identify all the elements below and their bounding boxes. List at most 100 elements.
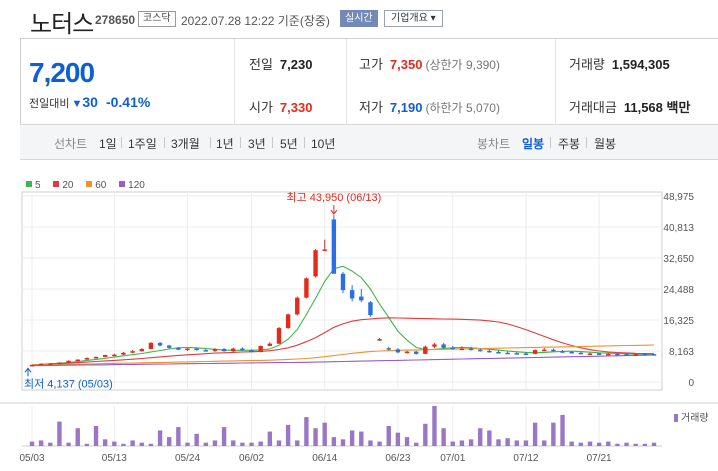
- candle-body: [651, 354, 657, 356]
- candle-body: [267, 343, 273, 346]
- candle-body: [285, 314, 291, 329]
- volume-bar: [313, 428, 318, 446]
- trade-value-label: 거래대금: [569, 100, 617, 115]
- candle-body: [38, 363, 44, 366]
- lower-limit-value: 5,070: [465, 101, 496, 115]
- volume-bar: [295, 440, 300, 446]
- candle-chart-label[interactable]: 봉차트: [477, 137, 511, 151]
- volume-bar: [340, 439, 346, 446]
- candle-body: [514, 353, 519, 355]
- volume-bar: [368, 440, 373, 446]
- divider: [346, 39, 347, 124]
- volume-bar: [285, 424, 291, 446]
- volume-bar: [478, 428, 483, 446]
- volume-bar: [624, 442, 629, 446]
- y-tick-label: 24,488: [663, 285, 694, 296]
- tab-3month[interactable]: 3개월: [171, 137, 200, 151]
- legend-swatch: [26, 181, 32, 187]
- volume-bar: [615, 443, 620, 446]
- volume-bar: [258, 441, 263, 446]
- volume-bar: [532, 422, 538, 446]
- volume-bar: [441, 428, 446, 446]
- candle-body: [642, 354, 648, 356]
- y-tick-label: 0: [688, 378, 694, 389]
- ma60-line: [31, 344, 655, 366]
- y-tick-label: 8,163: [669, 347, 694, 358]
- candle-body: [84, 358, 90, 360]
- candle-body: [596, 353, 602, 356]
- tab-divider: [272, 137, 273, 148]
- volume-bar: [551, 422, 556, 446]
- prev-close-label: 전일: [249, 57, 273, 72]
- x-tick-label: 06/14: [312, 453, 337, 464]
- line-chart-label[interactable]: 선차트: [54, 137, 88, 151]
- legend-swatch: [86, 181, 93, 187]
- volume-bar: [514, 440, 519, 446]
- volume-bar: [413, 442, 419, 446]
- volume-bar: [267, 431, 273, 446]
- x-tick-label: 07/12: [513, 453, 538, 464]
- volume-bar: [304, 417, 309, 446]
- volume-bar: [231, 440, 236, 446]
- tab-divider: [210, 137, 211, 148]
- chart-period-tabs: 선차트 1일 1주일 3개월 1년 3년 5년 10년 봉차트 일봉 주봉 월봉: [20, 124, 718, 160]
- trade-value: 11,568: [623, 100, 663, 115]
- volume-bar: [167, 437, 172, 446]
- volume-bar: [404, 437, 410, 446]
- tab-1day[interactable]: 1일: [99, 137, 117, 151]
- volume-bar: [240, 442, 245, 446]
- tab-3year[interactable]: 3년: [248, 137, 266, 151]
- volume-bar: [66, 442, 71, 446]
- candle-body: [29, 364, 35, 367]
- candle-body: [194, 348, 199, 351]
- tab-divider: [121, 137, 122, 148]
- candle-body: [102, 355, 108, 357]
- candle-body: [395, 349, 401, 353]
- candle-body: [413, 351, 419, 354]
- tab-daily[interactable]: 일봉: [522, 137, 545, 151]
- tab-1year[interactable]: 1년: [216, 137, 234, 151]
- volume-label: 거래량: [569, 57, 605, 72]
- high-value: 7,350: [389, 57, 423, 72]
- tab-divider: [164, 137, 165, 148]
- company-overview-button[interactable]: 기업개요 ▾: [384, 10, 443, 27]
- stock-header: 노터스 278650 코스닥 2022.07.28 12:22 기준(장중) 실…: [0, 0, 718, 38]
- volume-bar: [176, 427, 181, 446]
- realtime-button[interactable]: 실시간: [340, 10, 378, 27]
- tab-divider: [304, 137, 305, 148]
- open-cell: 시가 7,330: [249, 97, 312, 116]
- volume-bar: [386, 426, 391, 446]
- volume-bar: [102, 439, 108, 446]
- candle-body: [349, 290, 355, 299]
- min-arrow-icon: [24, 367, 32, 373]
- volume-legend-label: 거래량: [681, 413, 709, 424]
- volume-bar: [148, 443, 154, 446]
- candle-body: [359, 296, 364, 301]
- candle-body: [139, 348, 144, 352]
- tab-monthly[interactable]: 월봉: [594, 137, 617, 151]
- y-tick-label: 32,650: [663, 254, 694, 265]
- tab-10year[interactable]: 10년: [311, 137, 336, 151]
- candle-body: [276, 328, 282, 344]
- low-label: 저가: [359, 100, 383, 115]
- candle-body: [478, 349, 483, 352]
- min-price-annotation: 최저 4,137 (05/03): [24, 377, 113, 390]
- tab-divider: [550, 137, 551, 148]
- tab-weekly[interactable]: 주봉: [558, 137, 581, 151]
- x-tick-label: 05/24: [175, 453, 200, 464]
- candle-body: [331, 219, 337, 274]
- volume-bar: [203, 442, 208, 446]
- tab-5year[interactable]: 5년: [280, 137, 298, 151]
- candle-body: [75, 359, 80, 362]
- tab-divider: [240, 137, 241, 148]
- tab-1week[interactable]: 1주일: [128, 137, 157, 151]
- market-badge: 코스닥: [138, 11, 176, 27]
- candle-body: [487, 350, 492, 353]
- candle-body: [340, 273, 346, 291]
- candle-body: [368, 302, 373, 316]
- candle-body: [523, 353, 529, 356]
- candle-body: [532, 350, 538, 354]
- volume-bar: [157, 430, 163, 446]
- volume-bar: [57, 421, 62, 446]
